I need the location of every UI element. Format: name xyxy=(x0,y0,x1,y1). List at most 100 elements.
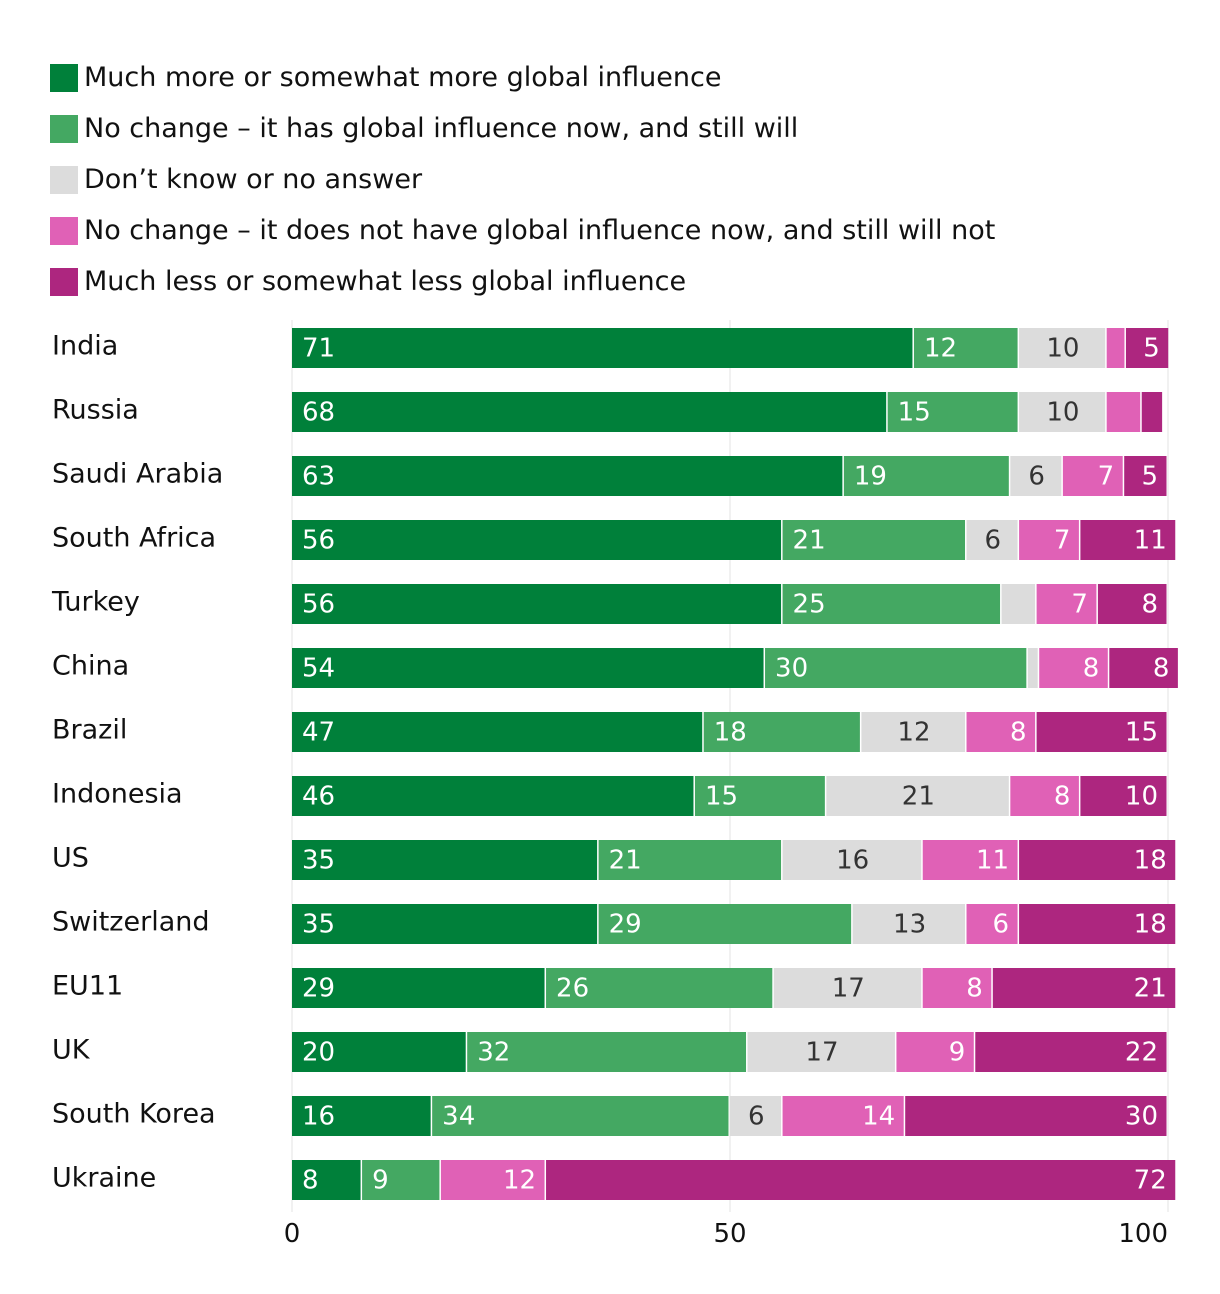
bar-segment xyxy=(887,392,1018,432)
data-label: 8 xyxy=(1083,654,1100,684)
bar-segment xyxy=(440,1160,545,1200)
data-label: 29 xyxy=(609,910,642,940)
category-label: South Korea xyxy=(52,1099,216,1130)
data-label: 18 xyxy=(1134,910,1167,940)
legend-item-much-less: Much less or somewhat less global influe… xyxy=(50,256,995,307)
bar-segment xyxy=(1010,776,1079,816)
data-label: 7 xyxy=(1071,590,1088,620)
bar-segment xyxy=(922,968,992,1008)
data-label: 16 xyxy=(302,1102,335,1132)
data-label: 10 xyxy=(1046,398,1079,428)
bar-segment xyxy=(852,904,966,944)
data-label: 72 xyxy=(1134,1166,1167,1196)
data-label: 20 xyxy=(302,1038,335,1068)
chart-legend: Much more or somewhat more global influe… xyxy=(50,52,995,307)
bar-segment xyxy=(292,1096,431,1136)
data-label: 30 xyxy=(1125,1102,1158,1132)
data-label: 10 xyxy=(1125,782,1158,812)
data-label: 6 xyxy=(993,910,1010,940)
category-label: Ukraine xyxy=(52,1163,156,1194)
data-label: 35 xyxy=(302,910,335,940)
legend-swatch xyxy=(50,63,78,92)
data-label: 18 xyxy=(714,718,747,748)
bar-segment xyxy=(992,968,1176,1008)
legend-item-no-change-has: No change – it has global influence now,… xyxy=(50,103,995,154)
bar-segment xyxy=(546,968,773,1008)
data-label: 56 xyxy=(302,526,335,556)
data-label: 46 xyxy=(302,782,335,812)
bar-segment xyxy=(1019,520,1079,560)
x-tick-label: 50 xyxy=(713,1219,746,1249)
category-label: China xyxy=(52,651,129,682)
bar-segment xyxy=(1036,584,1097,624)
data-label: 11 xyxy=(976,846,1009,876)
bar-segment xyxy=(1019,904,1176,944)
category-label: UK xyxy=(52,1035,91,1066)
category-label: Switzerland xyxy=(52,907,210,938)
bar-segment xyxy=(292,840,598,880)
data-label: 12 xyxy=(503,1166,536,1196)
bar-segment xyxy=(292,1032,466,1072)
bar-segment xyxy=(703,712,860,752)
data-label: 6 xyxy=(748,1102,765,1132)
bar-segment xyxy=(546,1160,1176,1200)
legend-swatch xyxy=(50,165,78,194)
data-label: 21 xyxy=(609,846,642,876)
bar-segment xyxy=(1062,456,1123,496)
category-label: South Africa xyxy=(52,523,216,554)
data-label: 9 xyxy=(949,1038,966,1068)
data-label: 25 xyxy=(793,590,826,620)
bar-segment xyxy=(1019,328,1106,368)
bar-segment xyxy=(922,840,1018,880)
bar-segment xyxy=(598,840,782,880)
bar-segment xyxy=(292,584,782,624)
data-label: 54 xyxy=(302,654,335,684)
bar-segment xyxy=(975,1032,1167,1072)
data-label: 12 xyxy=(924,334,957,364)
bar-segment xyxy=(1141,392,1163,432)
data-label: 8 xyxy=(1054,782,1071,812)
legend-item-much-more: Much more or somewhat more global influe… xyxy=(50,52,995,103)
bar-segment xyxy=(1027,648,1038,688)
bar-segment xyxy=(1080,520,1176,560)
bar-segment xyxy=(432,1096,729,1136)
bar-segment xyxy=(782,520,966,560)
data-label: 63 xyxy=(302,462,335,492)
data-label: 71 xyxy=(302,334,335,364)
bar-segment xyxy=(292,328,913,368)
legend-label: No change – it has global influence now,… xyxy=(84,113,799,144)
bar-segment xyxy=(966,904,1018,944)
bar-segment xyxy=(1039,648,1108,688)
x-tick-label: 100 xyxy=(1118,1219,1168,1249)
data-label: 10 xyxy=(1046,334,1079,364)
bar-segment xyxy=(598,904,852,944)
bar-segment xyxy=(966,520,1018,560)
data-label: 15 xyxy=(705,782,738,812)
data-label: 47 xyxy=(302,718,335,748)
bar-segment xyxy=(782,584,1001,624)
category-label: US xyxy=(52,843,89,874)
bar-segment xyxy=(966,712,1036,752)
data-label: 6 xyxy=(1028,462,1045,492)
data-label: 68 xyxy=(302,398,335,428)
data-label: 8 xyxy=(1153,654,1170,684)
data-label: 9 xyxy=(372,1166,389,1196)
data-label: 21 xyxy=(793,526,826,556)
legend-swatch xyxy=(50,216,78,245)
data-label: 8 xyxy=(1010,718,1027,748)
bar-segment xyxy=(782,840,922,880)
data-label: 17 xyxy=(832,974,865,1004)
data-label: 35 xyxy=(302,846,335,876)
bar-segment xyxy=(1097,584,1167,624)
legend-label: No change – it does not have global infl… xyxy=(84,215,996,246)
data-label: 15 xyxy=(898,398,931,428)
legend-label: Much less or somewhat less global influe… xyxy=(84,266,687,297)
bar-segment xyxy=(773,968,922,1008)
legend-swatch xyxy=(50,267,78,296)
bar-segment xyxy=(292,776,694,816)
category-label: Brazil xyxy=(52,715,127,746)
data-label: 56 xyxy=(302,590,335,620)
data-label: 32 xyxy=(477,1038,510,1068)
data-label: 8 xyxy=(966,974,983,1004)
